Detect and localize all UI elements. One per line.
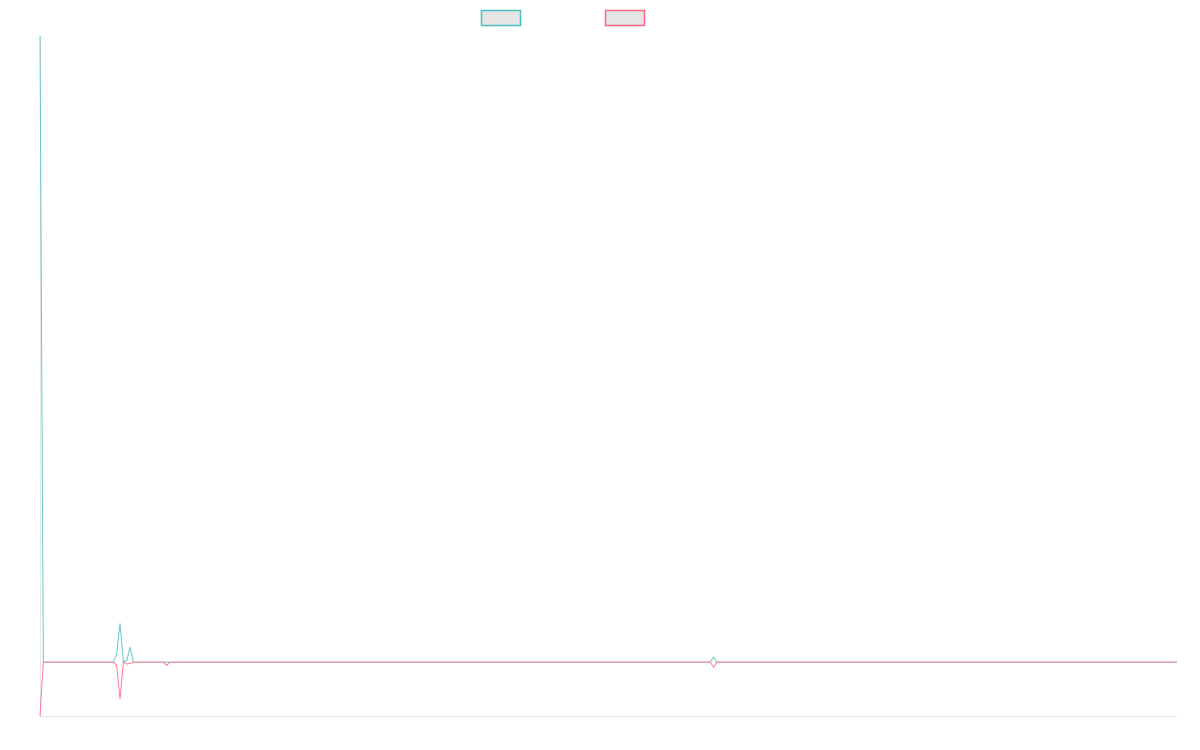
series-line-0 xyxy=(39,35,1177,663)
series-line-1 xyxy=(39,661,1177,717)
legend-swatch-1[interactable] xyxy=(604,9,646,27)
legend-swatch-0[interactable] xyxy=(480,9,522,27)
legend xyxy=(480,9,646,27)
series-group xyxy=(39,35,1177,717)
